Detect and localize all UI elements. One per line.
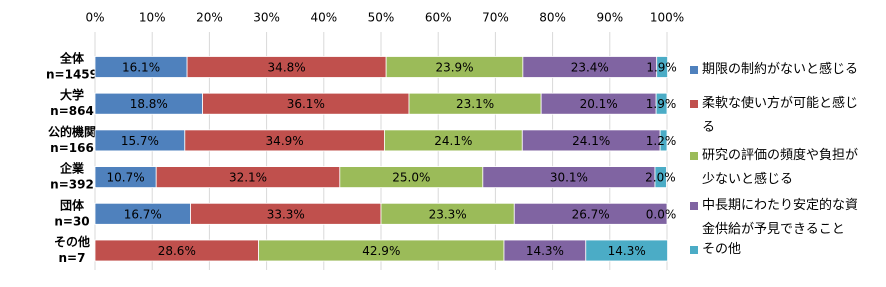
data-label: 16.1% [122,61,160,75]
bar-segment [513,202,668,225]
legend-swatch [690,152,698,160]
data-label: 30.1% [550,171,588,185]
legend-swatch [690,66,698,74]
bar-segment [585,239,668,262]
legend-label: 期限の制約がないと感じる [702,62,859,77]
bar-segment [655,92,668,115]
legend-swatch [690,202,698,210]
x-tick-label: 30% [253,11,280,25]
data-label: 28.6% [158,244,196,258]
data-label: 1.9% [646,97,677,111]
x-tick-label: 10% [139,11,166,25]
data-label: 16.7% [124,207,162,221]
x-tick-label: 20% [196,11,223,25]
legend-item: 研究の評価の頻度や負担が少ないと感じる [688,144,878,192]
data-label: 23.4% [571,61,609,75]
bar-segment [654,166,667,189]
data-label: 34.9% [266,134,304,148]
data-label: 23.3% [429,207,467,221]
bar-segment [656,56,668,78]
data-label: 0.0% [646,207,677,221]
legend-label: 柔軟な使い方が可能と感じる [702,96,859,135]
data-label: 15.7% [121,134,159,148]
data-label: 1.9% [646,61,677,75]
data-label: 20.1% [580,97,618,111]
x-tick-label: 100% [650,11,684,25]
data-label: 42.9% [362,244,400,258]
legend-item: その他 [688,238,878,262]
data-label: 14.3% [608,244,646,258]
x-tick-label: 70% [482,11,509,25]
category-label: 企業 [59,161,85,176]
category-note: n=7 [59,251,86,265]
data-label: 2.0% [645,171,676,185]
category-label: 大学 [60,87,84,102]
category-label: 団体 [60,197,85,212]
x-tick-label: 0% [85,11,104,25]
legend-label: 研究の評価の頻度や負担が少ないと感じる [702,148,859,187]
legend-item: 中長期にわたり安定的な資金供給が予見できること [688,194,878,242]
bar-segment [659,129,668,152]
data-label: 25.0% [392,171,430,185]
legend-item: 柔軟な使い方が可能と感じる [688,92,878,140]
data-label: 18.8% [130,97,168,111]
category-label: 全体 [59,51,85,66]
data-label: 32.1% [229,171,267,185]
chart: 0% 10% 20% 30% 40% 50% 60% 70% 80% 90% 100% 全体 n=145… [46,11,684,270]
data-label: 1.2% [646,134,677,148]
x-tick-label: 90% [596,11,623,25]
x-tick-label: 80% [539,11,566,25]
category-label: その他 [54,234,90,249]
category-note: n=392 [50,178,94,192]
legend-item: 期限の制約がないと感じる [688,58,878,82]
category-note: n=864 [50,104,94,118]
legend-swatch [690,100,698,108]
category-note: n=1459 [46,68,98,82]
data-label: 23.9% [435,61,473,75]
category-note: n=30 [54,214,89,228]
data-label: 23.1% [456,97,494,111]
x-tick-label: 50% [368,11,395,25]
x-tick-label: 60% [425,11,452,25]
legend-label: 中長期にわたり安定的な資金供給が予見できること [702,198,859,237]
data-label: 24.1% [572,134,610,148]
data-label: 10.7% [107,171,145,185]
x-tick-label: 40% [310,11,337,25]
data-label: 26.7% [572,207,610,221]
data-label: 14.3% [526,244,564,258]
legend-swatch [690,246,698,254]
category-label: 公的機関 [48,124,96,139]
data-label: 33.3% [267,207,305,221]
data-label: 34.8% [268,61,306,75]
data-label: 36.1% [287,97,325,111]
category-note: n=166 [50,141,94,155]
data-label: 24.1% [434,134,472,148]
legend-label: その他 [702,242,742,257]
